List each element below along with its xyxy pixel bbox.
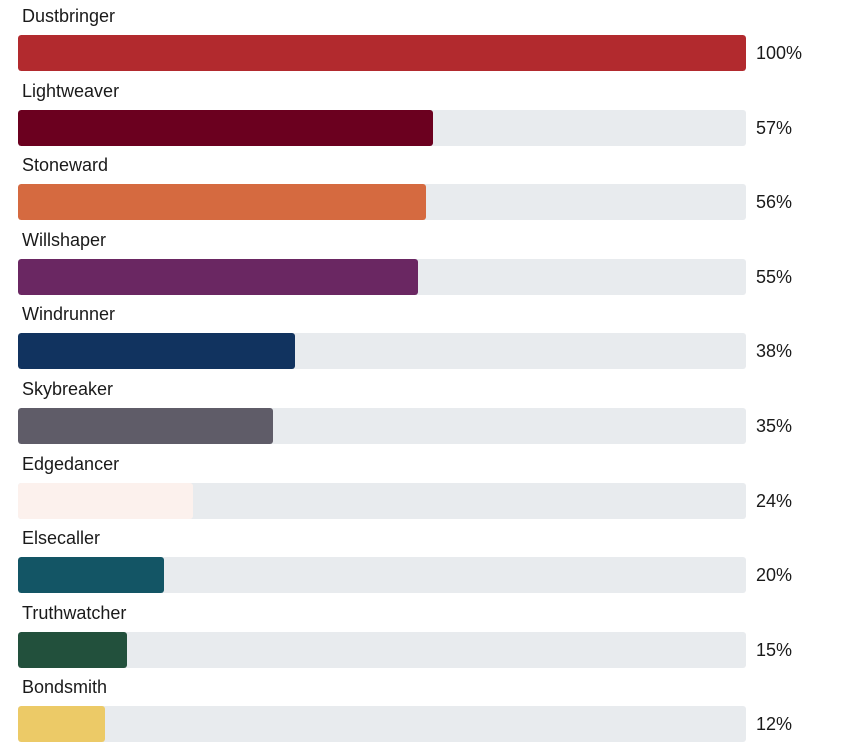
bar-track xyxy=(18,184,746,221)
bar-label: Edgedancer xyxy=(22,453,120,474)
bar-track xyxy=(18,35,746,71)
bar-fill xyxy=(18,557,164,594)
bar-row: Dustbringer 100% xyxy=(0,5,847,80)
bar-label: Lightweaver xyxy=(22,80,120,101)
bar-fill xyxy=(18,35,746,71)
bar-fill xyxy=(18,482,193,519)
bar-value-label: 24% xyxy=(756,490,793,511)
bar-fill xyxy=(18,258,419,295)
bar-value-label: 35% xyxy=(756,416,793,436)
bar-fill xyxy=(18,631,128,668)
bar-value-label: 12% xyxy=(756,714,793,735)
bar-fill xyxy=(18,333,295,370)
bar-row: Elsecaller 20% xyxy=(0,527,847,602)
bar-row: Lightweaver 57% xyxy=(0,80,847,155)
bar-value-label: 20% xyxy=(756,565,793,586)
bar-fill xyxy=(18,408,273,444)
bar-fill xyxy=(18,184,426,221)
bar-fill xyxy=(18,706,106,743)
bar-track xyxy=(18,109,746,146)
bar-row: Windrunner 38% xyxy=(0,303,847,378)
bar-label: Dustbringer xyxy=(22,6,116,26)
bar-value-label: 38% xyxy=(756,341,793,362)
bar-label: Willshaper xyxy=(22,229,107,250)
bar-row: Willshaper 55% xyxy=(0,229,847,304)
bar-value-label: 56% xyxy=(756,192,793,213)
bar-track xyxy=(18,631,746,668)
bar-row: Stoneward 56% xyxy=(0,154,847,229)
bar-track xyxy=(18,482,746,519)
bar-label: Truthwatcher xyxy=(22,602,127,623)
bar-track xyxy=(18,258,746,295)
bar-value-label: 57% xyxy=(756,117,793,138)
bar-row: Truthwatcher 15% xyxy=(0,602,847,677)
bar-track xyxy=(18,706,746,743)
bar-row: Edgedancer 24% xyxy=(0,453,847,528)
bar-track xyxy=(18,557,746,594)
bar-track xyxy=(18,408,746,444)
bar-label: Bondsmith xyxy=(22,677,108,698)
bar-label: Elsecaller xyxy=(22,528,101,549)
bar-label: Stoneward xyxy=(22,155,109,176)
bar-value-label: 100% xyxy=(756,43,803,63)
bar-label: Skybreaker xyxy=(22,379,114,399)
bar-fill xyxy=(18,109,433,146)
bar-track xyxy=(18,333,746,370)
bar-row: Bondsmith 12% xyxy=(0,676,847,751)
bar-value-label: 55% xyxy=(756,266,793,287)
bar-row: Skybreaker 35% xyxy=(0,378,847,453)
bar-label: Windrunner xyxy=(22,304,116,325)
bar-value-label: 15% xyxy=(756,639,793,660)
